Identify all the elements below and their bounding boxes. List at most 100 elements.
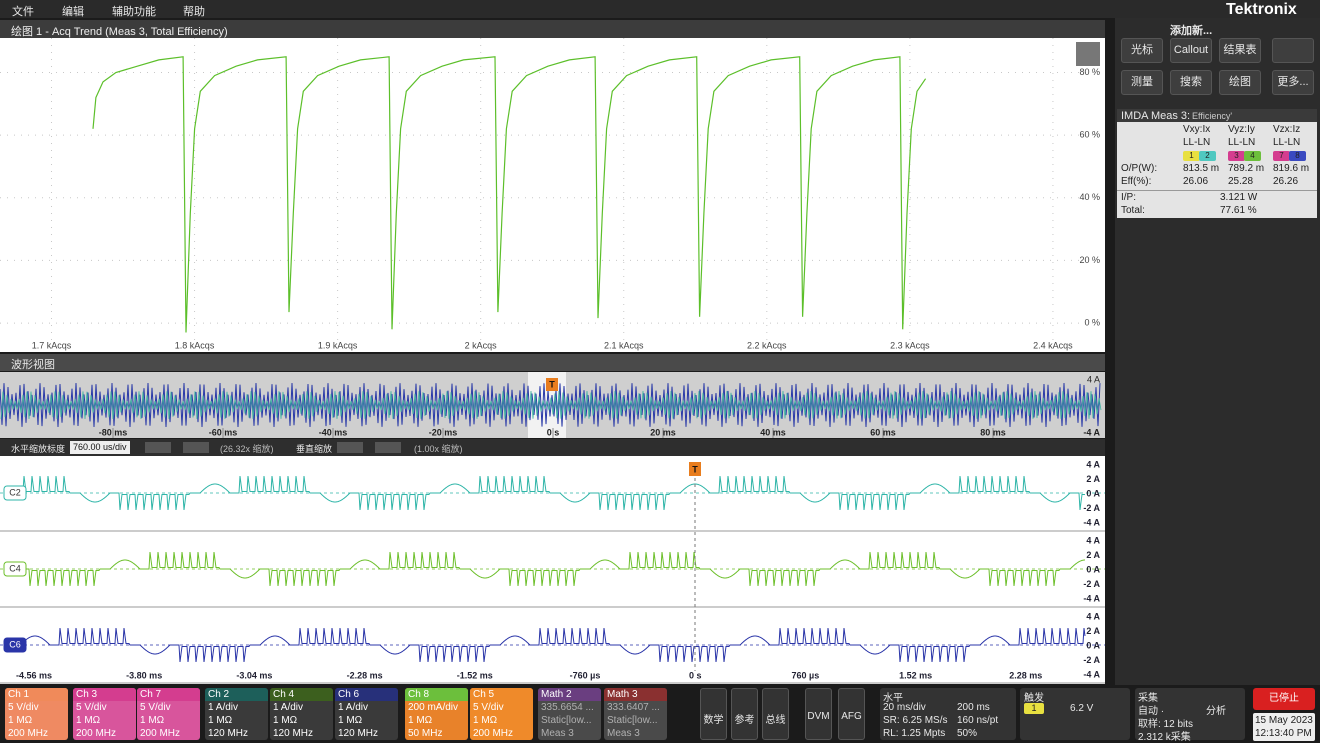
- channel-setting: Static[low...: [607, 715, 658, 726]
- channel-name: Math 2: [541, 689, 572, 700]
- channel-name: Math 3: [607, 689, 638, 700]
- overview-x-label: 20 ms: [650, 427, 676, 437]
- channel-name: Ch 1: [8, 689, 30, 700]
- horizontal-box[interactable]: [880, 688, 1016, 740]
- channel-setting: 1 MΩ: [338, 715, 363, 726]
- waveview-titlebar: [0, 354, 1105, 371]
- acquire-title: 采集: [1138, 693, 1158, 704]
- pane-y-label: 4 A: [1086, 535, 1100, 545]
- results-col-mode: LL-LN: [1273, 137, 1301, 148]
- trigger-box[interactable]: [1020, 688, 1130, 740]
- zoom-minus[interactable]: [375, 442, 401, 453]
- zoom-x-label: 0 s: [689, 670, 702, 680]
- tool-button[interactable]: [838, 688, 865, 740]
- horizontal-title: 水平: [883, 693, 903, 704]
- channel-setting: 333.6407 ...: [607, 702, 660, 713]
- x-tick-label: 2.4 kAcqs: [1033, 340, 1073, 350]
- menu-item[interactable]: 辅助功能: [112, 6, 156, 18]
- horizontal-value: SR: 6.25 MS/s: [883, 715, 948, 726]
- channel-name: Ch 4: [273, 689, 295, 700]
- pane-y-label: 0 A: [1086, 640, 1100, 650]
- results-col-mode: LL-LN: [1228, 137, 1256, 148]
- x-tick-label: 1.7 kAcqs: [32, 340, 72, 350]
- zoom-tool-button[interactable]: [1272, 38, 1314, 63]
- horizontal-value: 200 ms: [957, 702, 990, 713]
- panel-title: 添加新...: [1170, 25, 1213, 37]
- menu-item[interactable]: 文件: [12, 6, 34, 18]
- channel-setting: 120 MHz: [208, 728, 249, 739]
- results-cell: 26.26: [1273, 176, 1299, 187]
- channel-header: [5, 688, 68, 701]
- panel-button[interactable]: 搜索: [1170, 70, 1212, 95]
- tool-label: DVM: [807, 711, 830, 722]
- channel-name: Ch 7: [140, 689, 162, 700]
- trigger-flag: [689, 462, 701, 476]
- acquire-value: 取样: 12 bits: [1138, 719, 1194, 730]
- overview-x-label: -40 ms: [319, 427, 348, 437]
- channel-setting: 1 MΩ: [140, 715, 165, 726]
- trend-line: [92, 56, 927, 333]
- channel-setting: 5 V/div: [473, 702, 504, 713]
- channel-name: Ch 2: [208, 689, 230, 700]
- channel-chip: 4: [1244, 151, 1261, 161]
- panel-button[interactable]: 光标: [1121, 38, 1163, 63]
- tool-button[interactable]: [762, 688, 789, 740]
- acquire-value: 2.312 k采集: [1138, 732, 1191, 743]
- tool-label: 总线: [765, 715, 786, 726]
- channel-header: [205, 688, 268, 701]
- channel-name: Ch 8: [408, 689, 430, 700]
- panel-button[interactable]: Callout: [1170, 38, 1212, 63]
- zoom-plus[interactable]: [145, 442, 171, 453]
- channel-badge: [3, 485, 27, 501]
- horizontal-value: 50%: [957, 728, 978, 739]
- zoom-factor: (1.00x 缩放): [414, 444, 463, 454]
- tool-button[interactable]: [700, 688, 727, 740]
- date-box: [1253, 713, 1315, 741]
- pane-y-label: 2 A: [1086, 474, 1100, 484]
- pane-y-label: 0 A: [1086, 564, 1100, 574]
- overview-x-label: -20 ms: [429, 427, 458, 437]
- panel-button[interactable]: 绘图: [1219, 70, 1261, 95]
- channel-name: Ch 3: [76, 689, 98, 700]
- zoom-minus[interactable]: [183, 442, 209, 453]
- menu-item[interactable]: 帮助: [183, 6, 205, 18]
- tool-label: 参考: [734, 715, 755, 726]
- results-cell: 789.2 m: [1228, 163, 1265, 174]
- pane-y-label: -4 A: [1083, 517, 1100, 527]
- zoom-plus[interactable]: [337, 442, 363, 453]
- trigger-level: 6.2 V: [1070, 703, 1094, 714]
- channel-setting: 1 MΩ: [473, 715, 498, 726]
- y-tick-label: 80 %: [1079, 67, 1100, 77]
- zoom-scale[interactable]: 760.00 us/div: [70, 441, 130, 454]
- panel-button[interactable]: 结果表: [1219, 38, 1261, 63]
- channel-setting: 335.6654 ...: [541, 702, 594, 713]
- results-total-label: I/P:: [1121, 192, 1137, 203]
- zoom-x-label: 2.28 ms: [1009, 670, 1042, 680]
- pane-y-label: -4 A: [1083, 593, 1100, 603]
- tool-button[interactable]: [731, 688, 758, 740]
- channel-badge-label: C2: [9, 487, 21, 497]
- run-stop-button[interactable]: 已停止: [1253, 688, 1315, 710]
- zoom-x-label: -2.28 ms: [347, 670, 383, 680]
- panel-button[interactable]: 更多...: [1272, 70, 1314, 95]
- channel-setting: 1 A/div: [208, 702, 239, 713]
- tool-button[interactable]: [805, 688, 832, 740]
- menu-item[interactable]: 编辑: [62, 6, 84, 18]
- zoom-x-label: -3.80 ms: [126, 670, 162, 680]
- results-body: [1117, 122, 1317, 218]
- results-total-value: 3.121 W: [1220, 192, 1258, 203]
- acquire-box[interactable]: [1135, 688, 1245, 740]
- y-tick-label: 40 %: [1079, 192, 1100, 202]
- pane-wave: [20, 475, 1085, 511]
- panel-button[interactable]: 测量: [1121, 70, 1163, 95]
- pane-y-label: 4 A: [1086, 459, 1100, 469]
- channel-chip: 2: [1199, 151, 1216, 161]
- channel-setting: 1 MΩ: [76, 715, 101, 726]
- overview-wave: [0, 382, 1101, 428]
- tool-label: AFG: [841, 711, 862, 722]
- channel-chip: 7: [1273, 151, 1290, 161]
- zoom-x-label: -3.04 ms: [236, 670, 272, 680]
- channel-name: Ch 6: [338, 689, 360, 700]
- channel-setting: 120 MHz: [273, 728, 314, 739]
- channel-header: [538, 688, 601, 701]
